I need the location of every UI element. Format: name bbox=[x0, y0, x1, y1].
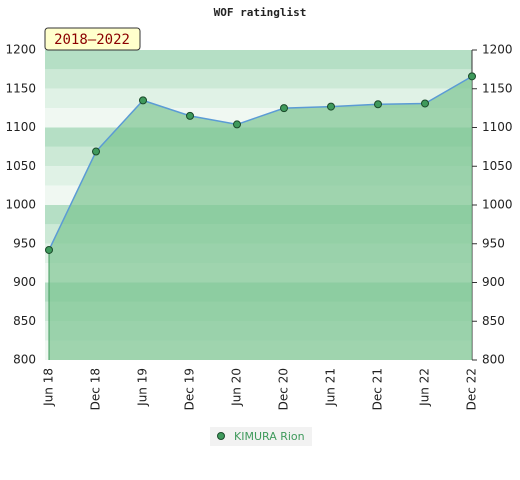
y2-tick-label: 1000 bbox=[482, 198, 513, 212]
marker bbox=[280, 104, 288, 113]
band bbox=[45, 69, 472, 89]
chart-title: WOF ratinglist bbox=[214, 6, 307, 19]
legend-marker bbox=[217, 432, 225, 440]
x-tick-label: Jun 18 bbox=[42, 368, 56, 407]
y2-tick-label: 1050 bbox=[482, 159, 513, 173]
y-tick-label: 1000 bbox=[5, 198, 36, 212]
x-tick-label: Dec 18 bbox=[89, 368, 103, 410]
annotation: 2018–2022 bbox=[54, 32, 130, 48]
x-tick-label: Dec 21 bbox=[371, 368, 385, 410]
marker bbox=[45, 245, 53, 254]
legend-label: KIMURA Rion bbox=[234, 430, 305, 443]
x-tick-label: Jun 20 bbox=[230, 368, 244, 407]
marker bbox=[421, 99, 429, 108]
x-tick-label: Dec 19 bbox=[183, 368, 197, 410]
y2-tick-label: 900 bbox=[482, 275, 505, 289]
x-tick-label: Dec 22 bbox=[465, 368, 479, 410]
y-tick-label: 800 bbox=[13, 353, 36, 367]
y-tick-label: 1150 bbox=[5, 81, 36, 95]
y-tick-label: 1200 bbox=[5, 43, 36, 57]
legend-box bbox=[210, 427, 312, 446]
band bbox=[45, 50, 472, 70]
marker bbox=[327, 102, 335, 111]
x-tick-label: Jun 22 bbox=[418, 368, 432, 407]
marker bbox=[374, 100, 382, 109]
line bbox=[48, 75, 473, 251]
x-tick-label: Jun 19 bbox=[136, 368, 150, 407]
marker bbox=[186, 111, 194, 120]
annotation-box bbox=[44, 27, 141, 51]
y-tick-label: 1050 bbox=[5, 159, 36, 173]
x-tick-label: Jun 21 bbox=[324, 368, 338, 407]
marker bbox=[92, 147, 100, 156]
area bbox=[49, 76, 472, 360]
y2-tick-label: 800 bbox=[482, 353, 505, 367]
y2-tick-label: 1150 bbox=[482, 81, 513, 95]
y2-tick-label: 1100 bbox=[482, 120, 513, 134]
x-tick-label: Dec 20 bbox=[277, 368, 291, 410]
y2-tick-label: 850 bbox=[482, 314, 505, 328]
marker bbox=[139, 96, 147, 105]
y-tick-label: 850 bbox=[13, 314, 36, 328]
y-tick-label: 950 bbox=[13, 236, 36, 250]
y2-tick-label: 950 bbox=[482, 236, 505, 250]
marker bbox=[233, 120, 241, 129]
y-tick-label: 900 bbox=[13, 275, 36, 289]
y-tick-label: 1100 bbox=[5, 120, 36, 134]
y2-tick-label: 1200 bbox=[482, 43, 513, 57]
marker bbox=[468, 72, 476, 81]
